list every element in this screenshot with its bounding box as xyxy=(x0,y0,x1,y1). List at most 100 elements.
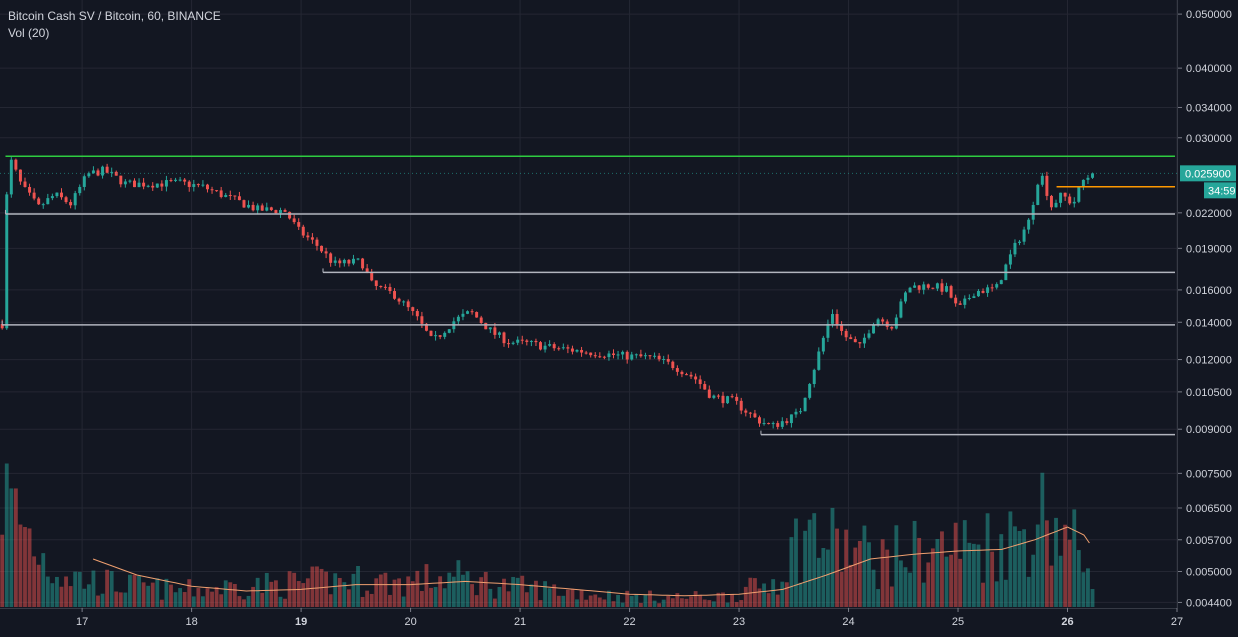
candle xyxy=(438,335,442,337)
candle xyxy=(748,412,752,414)
candle xyxy=(420,316,424,324)
volume-bar xyxy=(45,576,50,607)
volume-bar xyxy=(611,601,616,607)
volume-bar xyxy=(921,582,926,607)
volume-bar xyxy=(666,595,671,607)
volume-bar xyxy=(903,567,908,607)
y-tick-label: 0.006500 xyxy=(1186,503,1232,515)
candle xyxy=(411,307,415,312)
volume-bar xyxy=(898,560,903,607)
volume-bar xyxy=(990,551,995,607)
volume-bar xyxy=(328,594,333,607)
candle xyxy=(329,253,333,263)
volume-bar xyxy=(602,599,607,607)
candle xyxy=(1068,196,1072,204)
y-tick-label: 0.012000 xyxy=(1186,355,1232,367)
volume-bar xyxy=(794,518,798,607)
candle xyxy=(853,339,857,343)
volume-bar xyxy=(702,599,707,607)
volume-bar xyxy=(315,566,319,607)
candle xyxy=(995,284,999,288)
volume-bar xyxy=(894,525,899,607)
candle xyxy=(753,413,757,418)
candle xyxy=(488,327,492,330)
candle xyxy=(402,301,406,303)
volume-bar xyxy=(725,602,730,607)
candle xyxy=(945,286,949,292)
candle xyxy=(415,311,419,317)
candle xyxy=(361,258,365,269)
volume-bar xyxy=(18,524,23,607)
volume-bar xyxy=(429,587,433,607)
candle xyxy=(18,169,22,182)
volume-bar xyxy=(351,573,356,607)
candle xyxy=(119,175,123,185)
volume-bar xyxy=(296,581,301,607)
candle xyxy=(1013,242,1017,255)
candle xyxy=(529,340,533,342)
volume-bar xyxy=(515,577,520,607)
candle xyxy=(598,356,602,358)
volume-bar xyxy=(59,586,64,607)
candle xyxy=(817,351,821,370)
volume-bar xyxy=(173,592,178,607)
volume-bar xyxy=(324,571,329,607)
candle xyxy=(862,337,866,344)
candle xyxy=(133,180,136,188)
candle xyxy=(461,313,465,317)
candle xyxy=(196,184,200,186)
volume-bar xyxy=(492,598,497,607)
volume-bar xyxy=(867,542,871,607)
candle xyxy=(657,355,661,360)
volume-bar xyxy=(711,601,716,607)
volume-bar xyxy=(283,598,287,607)
candle xyxy=(242,200,246,208)
x-tick-label: 25 xyxy=(952,616,964,628)
candle xyxy=(525,340,529,342)
candle xyxy=(424,323,428,331)
volume-bar xyxy=(962,520,967,607)
candle xyxy=(1072,201,1076,204)
candle xyxy=(1045,175,1049,196)
candle xyxy=(607,353,611,358)
candle xyxy=(256,205,260,211)
volume-bar xyxy=(944,556,949,607)
candle xyxy=(584,352,588,354)
volume-bar xyxy=(73,571,78,607)
candle xyxy=(201,184,205,186)
candle xyxy=(552,344,556,349)
candle xyxy=(707,389,711,398)
candle xyxy=(730,396,734,398)
volume-bar xyxy=(981,582,985,607)
volume-bar xyxy=(607,590,611,607)
candle xyxy=(164,180,168,187)
volume-bar xyxy=(588,595,593,607)
candle xyxy=(388,287,392,292)
candle xyxy=(803,397,807,412)
volume-bar xyxy=(748,577,753,607)
candle xyxy=(639,354,643,357)
volume-bar xyxy=(201,596,205,607)
volume-bar xyxy=(438,576,443,607)
candle xyxy=(867,333,871,338)
candle xyxy=(1018,241,1022,243)
volume-bar xyxy=(164,578,169,607)
candle xyxy=(548,344,552,346)
volume-bar xyxy=(511,576,516,607)
candle xyxy=(1059,192,1063,203)
volume-bar xyxy=(976,544,981,607)
candle xyxy=(470,311,474,313)
volume-bar xyxy=(1003,579,1008,607)
candle xyxy=(662,359,666,361)
candle xyxy=(224,195,228,197)
candle xyxy=(1049,195,1053,208)
candle xyxy=(1040,175,1044,185)
volume-bar xyxy=(994,581,999,607)
volume-bar xyxy=(237,596,242,607)
volume-bar xyxy=(1013,526,1017,607)
volume-bar xyxy=(520,575,525,607)
y-tick-label: 0.005700 xyxy=(1186,535,1232,547)
volume-bar xyxy=(534,580,538,607)
